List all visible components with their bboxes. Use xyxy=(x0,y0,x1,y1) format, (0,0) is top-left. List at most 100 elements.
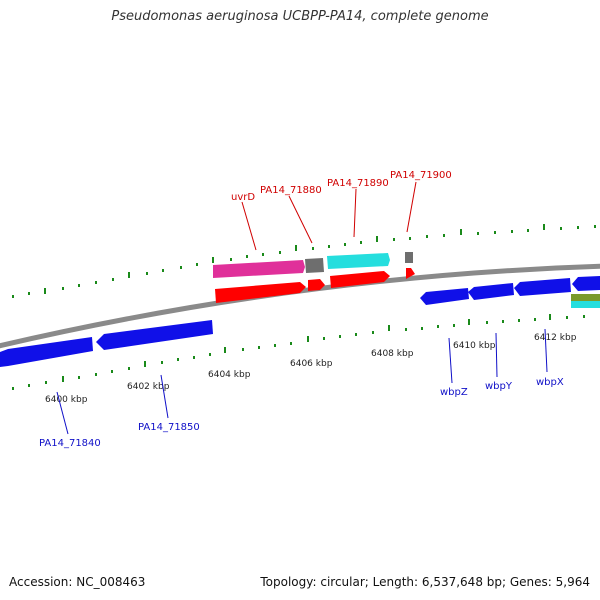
accession-text: Accession: NC_008463 xyxy=(9,575,146,589)
inner-tick-0 xyxy=(12,387,14,390)
inner-tick-8 xyxy=(144,361,146,367)
genome-summary-text: Topology: circular; Length: 6,537,648 bp… xyxy=(260,575,590,589)
outer-tick-35 xyxy=(594,225,596,228)
inner-tick-1 xyxy=(28,384,30,387)
gene-label-PA14_71840[interactable]: PA14_71840 xyxy=(39,438,101,449)
inner-tick-23 xyxy=(388,325,390,331)
reverse-gene-track xyxy=(571,294,600,308)
inner-tick-18 xyxy=(307,336,309,342)
outer-tick-32 xyxy=(543,224,545,230)
inner-tick-15 xyxy=(258,346,260,349)
outer-tick-20 xyxy=(344,243,346,246)
outer-tick-19 xyxy=(328,245,330,248)
outer-tick-0 xyxy=(12,295,14,298)
forward-cds-track xyxy=(215,268,415,303)
inner-tick-28 xyxy=(468,319,470,325)
cds-feature-PA14_71880[interactable] xyxy=(308,279,325,291)
ruler-label: 6410 kbp xyxy=(453,341,496,351)
outer-tick-31 xyxy=(527,229,529,232)
outer-tick-34 xyxy=(577,226,579,229)
inner-tick-21 xyxy=(355,333,357,336)
outer-tick-14 xyxy=(246,255,248,258)
inner-tick-11 xyxy=(193,356,195,359)
inner-tick-19 xyxy=(323,337,325,340)
inner-tick-20 xyxy=(339,335,341,338)
inner-tick-2 xyxy=(45,381,47,384)
outer-tick-25 xyxy=(426,235,428,238)
outer-tick-11 xyxy=(196,263,198,266)
gene-feature-edge-cyan[interactable] xyxy=(571,301,600,308)
inner-tick-4 xyxy=(78,376,80,379)
outer-tick-1 xyxy=(28,292,30,295)
leader-line-PA14_71850 xyxy=(160,374,169,419)
outer-tick-3 xyxy=(62,287,64,290)
gene-feature-PA14_71900[interactable] xyxy=(405,252,413,263)
gene-feature-PA14_71880[interactable] xyxy=(305,258,324,273)
inner-tick-9 xyxy=(161,361,163,364)
forward-gene-labels: uvrD PA14_71880 PA14_71890 PA14_71900 xyxy=(231,170,452,203)
outer-tick-30 xyxy=(511,230,513,233)
gene-label-wbpX[interactable]: wbpX xyxy=(536,377,564,388)
outer-tick-8 xyxy=(146,272,148,275)
inner-tick-14 xyxy=(242,348,244,351)
inner-tick-12 xyxy=(209,353,211,356)
inner-tick-31 xyxy=(518,319,520,322)
inner-tick-13 xyxy=(224,347,226,353)
ruler-label: 6402 kbp xyxy=(127,382,170,392)
gene-label-wbpZ[interactable]: wbpZ xyxy=(440,387,468,398)
reverse-gene-labels: PA14_71840 PA14_71850 wbpZ wbpY wbpX xyxy=(39,377,564,449)
outer-tick-4 xyxy=(78,284,80,287)
cds-feature-PA14_71850[interactable] xyxy=(96,320,213,350)
leader-line-PA14_71890 xyxy=(353,188,357,238)
gene-feature-edge-olive[interactable] xyxy=(571,294,600,301)
ruler-label: 6406 kbp xyxy=(290,359,333,369)
leader-line-uvrD xyxy=(241,201,257,251)
leader-lines xyxy=(56,181,548,435)
outer-tick-16 xyxy=(279,251,281,254)
leader-line-PA14_71900 xyxy=(406,181,417,233)
inner-tick-25 xyxy=(421,327,423,330)
leader-line-wbpY xyxy=(495,332,498,378)
genome-backbone xyxy=(0,263,600,349)
leader-line-wbpX xyxy=(544,328,548,373)
reverse-cds-track xyxy=(0,276,600,367)
cds-feature-next[interactable] xyxy=(572,276,600,291)
cds-feature-PA14_71890[interactable] xyxy=(330,271,390,288)
ruler-label: 6404 kbp xyxy=(208,370,251,380)
inner-tick-34 xyxy=(566,316,568,319)
gene-label-wbpY[interactable]: wbpY xyxy=(485,381,513,392)
inner-tick-22 xyxy=(372,331,374,334)
cds-feature-PA14_71900[interactable] xyxy=(406,268,415,279)
outer-tick-24 xyxy=(409,237,411,240)
inner-tick-24 xyxy=(405,328,407,331)
cds-feature-uvrD[interactable] xyxy=(215,282,306,303)
ruler-label: 6400 kbp xyxy=(45,395,88,405)
outer-tick-13 xyxy=(230,258,232,261)
ruler-labels: 6400 kbp 6402 kbp 6404 kbp 6406 kbp 6408… xyxy=(45,333,577,405)
gene-feature-uvrD[interactable] xyxy=(213,260,305,278)
inner-tick-29 xyxy=(486,321,488,324)
outer-tick-29 xyxy=(494,231,496,234)
leader-line-PA14_71840 xyxy=(56,391,69,435)
outer-tick-33 xyxy=(560,227,562,230)
gene-label-PA14_71890[interactable]: PA14_71890 xyxy=(327,178,389,189)
cds-feature-PA14_71840[interactable] xyxy=(0,337,93,367)
gene-label-PA14_71900[interactable]: PA14_71900 xyxy=(390,170,452,181)
gene-feature-PA14_71890[interactable] xyxy=(327,253,390,269)
gene-label-uvrD[interactable]: uvrD xyxy=(231,192,255,203)
outer-tick-15 xyxy=(262,253,264,256)
gene-label-PA14_71850[interactable]: PA14_71850 xyxy=(138,422,200,433)
inner-tick-16 xyxy=(274,344,276,347)
cds-feature-wbpZ[interactable] xyxy=(420,288,469,305)
outer-tick-26 xyxy=(443,234,445,237)
inner-tick-10 xyxy=(177,358,179,361)
gene-label-PA14_71880[interactable]: PA14_71880 xyxy=(260,185,322,196)
cds-feature-wbpX[interactable] xyxy=(514,278,571,296)
inner-tick-3 xyxy=(62,376,64,382)
inner-tick-33 xyxy=(549,314,551,320)
inner-tick-32 xyxy=(534,318,536,321)
inner-tick-5 xyxy=(95,373,97,376)
cds-feature-wbpY[interactable] xyxy=(468,283,514,300)
inner-ticks xyxy=(12,314,585,390)
ruler-label: 6412 kbp xyxy=(534,333,577,343)
